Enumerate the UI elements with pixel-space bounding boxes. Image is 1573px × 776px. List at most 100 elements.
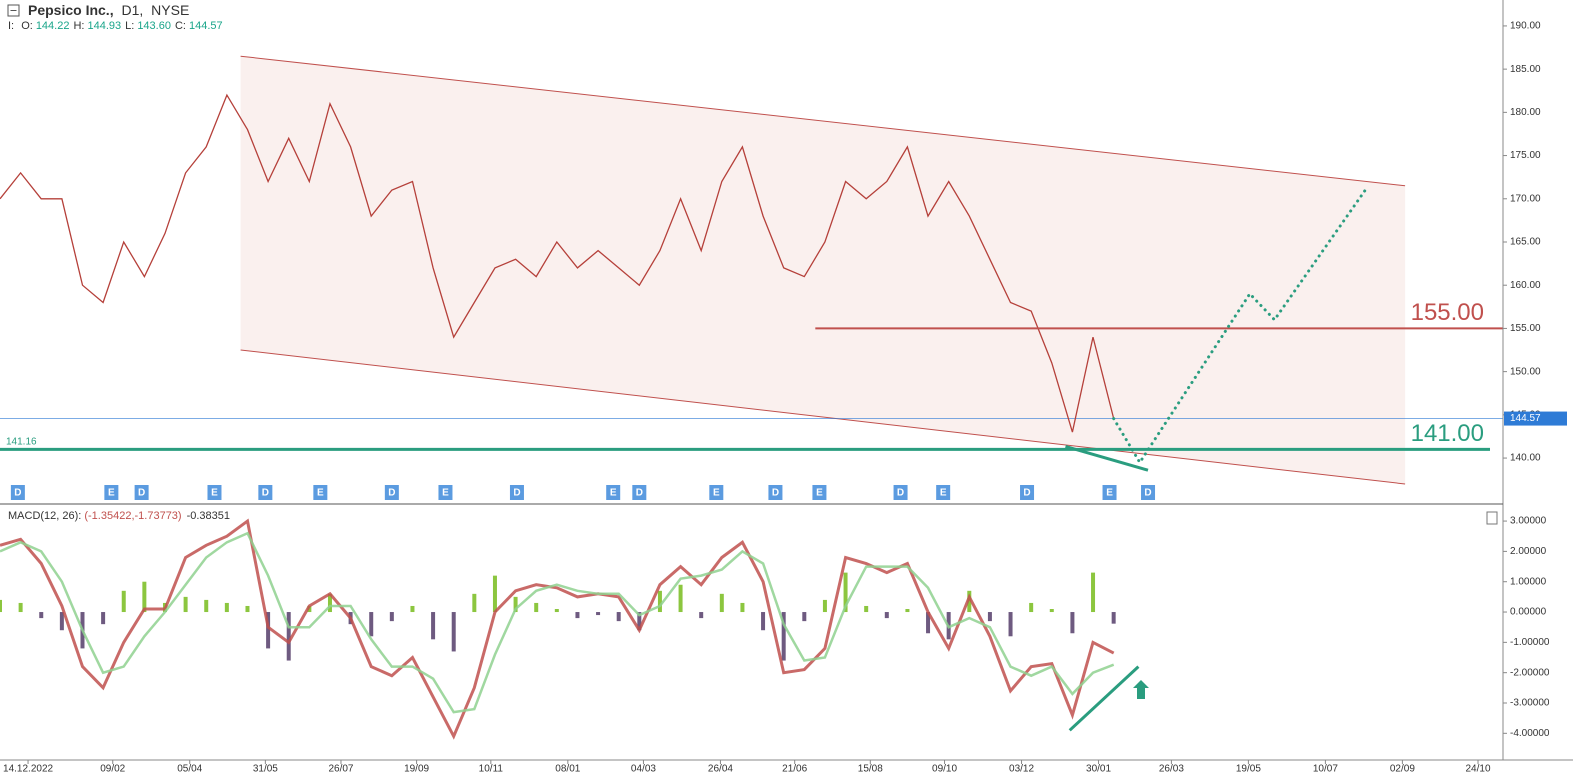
event-marker	[509, 485, 524, 500]
y-tick-label: 2.00000	[1510, 546, 1547, 557]
y-tick-label: 175.00	[1510, 150, 1541, 161]
event-label: E	[940, 488, 947, 499]
level-label: 141.00	[1411, 420, 1484, 447]
histogram-bar	[740, 602, 745, 613]
histogram-bar	[884, 612, 889, 619]
histogram-bar	[802, 612, 807, 622]
histogram-bar	[926, 612, 931, 634]
histogram-bar	[575, 612, 580, 619]
price-line	[0, 93, 1115, 433]
histogram-bar	[843, 572, 848, 613]
y-tick-label: 185.00	[1510, 64, 1541, 75]
event-label: D	[388, 488, 395, 499]
y-tick-label: 1.00000	[1510, 576, 1547, 587]
macd-hist-value: -0.38351	[187, 510, 230, 522]
event-label: E	[442, 488, 449, 499]
event-marker	[384, 485, 399, 500]
event-marker	[313, 485, 328, 500]
x-tick-label: 26/03	[1159, 764, 1184, 775]
event-marker	[104, 485, 119, 500]
up-arrow-icon	[1133, 680, 1149, 699]
y-tick-label: 140.00	[1510, 453, 1541, 464]
y-tick-label: 150.00	[1510, 366, 1541, 377]
ohlc-key: O:	[21, 20, 33, 32]
histogram-bar	[410, 605, 415, 613]
histogram-bar	[39, 612, 44, 619]
event-marker	[1102, 485, 1117, 500]
event-label: D	[636, 488, 643, 499]
channel-line	[240, 55, 1406, 187]
event-marker	[893, 485, 908, 500]
event-marker	[134, 485, 149, 500]
event-label: D	[14, 488, 21, 499]
x-tick-label: 04/03	[631, 764, 656, 775]
event-marker	[438, 485, 453, 500]
last-price-label: 144.57	[1510, 413, 1541, 424]
histogram-bar	[472, 593, 477, 613]
x-tick-label: 19/09	[404, 764, 429, 775]
histogram-bar	[761, 612, 766, 631]
histogram-bar	[59, 612, 64, 631]
ohlc-line: I: O: 144.22 H: 144.93 L: 143.60 C: 144.57	[8, 20, 223, 32]
histogram-bar	[1008, 612, 1013, 637]
event-marker	[632, 485, 647, 500]
event-label: D	[772, 488, 779, 499]
y-tick-label: 165.00	[1510, 237, 1541, 248]
histogram-bar	[513, 596, 518, 613]
exchange: NYSE	[151, 2, 189, 18]
event-label: D	[1023, 488, 1030, 499]
ohlc-key: C:	[175, 20, 186, 32]
event-label: E	[816, 488, 823, 499]
ohlc-value: 144.22	[36, 20, 70, 32]
event-label: D	[262, 488, 269, 499]
event-label: D	[897, 488, 904, 499]
x-tick-label: 19/05	[1236, 764, 1261, 775]
histogram-bar	[431, 612, 436, 640]
y-tick-label: -1.00000	[1510, 637, 1550, 648]
histogram-bar	[967, 590, 972, 613]
event-marker	[1141, 485, 1156, 500]
ohlc-value: 144.93	[87, 20, 121, 32]
x-tick-label: 08/01	[555, 764, 580, 775]
trendline	[1065, 444, 1149, 472]
x-tick-label: 09/02	[100, 764, 125, 775]
header-title: Pepsico Inc., D1, NYSE	[28, 2, 189, 18]
y-tick-label: 180.00	[1510, 107, 1541, 118]
ohlc-prefix: I:	[8, 20, 14, 32]
histogram-bar	[1070, 612, 1075, 634]
x-tick-label: 02/09	[1390, 764, 1415, 775]
histogram-bar	[224, 602, 229, 613]
event-marker	[207, 485, 222, 500]
level-label: 155.00	[1411, 299, 1484, 326]
histogram-bar	[369, 612, 374, 637]
x-tick-label: 26/04	[708, 764, 733, 775]
forecast-line	[1112, 188, 1367, 466]
event-label: E	[108, 488, 115, 499]
trendline	[1068, 665, 1140, 732]
histogram-bar	[781, 612, 786, 661]
histogram-bar	[719, 593, 724, 613]
event-marker	[936, 485, 951, 500]
x-tick-label: 15/08	[858, 764, 883, 775]
x-tick-label: 10/07	[1313, 764, 1338, 775]
delete-icon[interactable]	[1486, 511, 1498, 525]
histogram-bar	[534, 602, 539, 613]
x-tick-label: 21/06	[782, 764, 807, 775]
histogram-bar	[204, 599, 209, 613]
y-tick-label: 170.00	[1510, 193, 1541, 204]
x-tick-label: 26/07	[328, 764, 353, 775]
event-label: E	[1106, 488, 1113, 499]
last-price-box	[1504, 411, 1567, 426]
channel-fill	[240, 56, 1406, 484]
event-label: E	[610, 488, 617, 499]
symbol: Pepsico Inc.,	[28, 2, 114, 18]
reference-label: 141.16	[6, 437, 37, 448]
x-tick-label: 24/10	[1465, 764, 1490, 775]
plot-layer: 140.00145.00150.00155.00160.00165.00170.…	[0, 21, 1567, 775]
histogram-bar	[101, 612, 106, 625]
ohlc-value: 143.60	[137, 20, 171, 32]
histogram-bar	[596, 612, 601, 616]
event-label: D	[1144, 488, 1151, 499]
histogram-bar	[678, 584, 683, 613]
